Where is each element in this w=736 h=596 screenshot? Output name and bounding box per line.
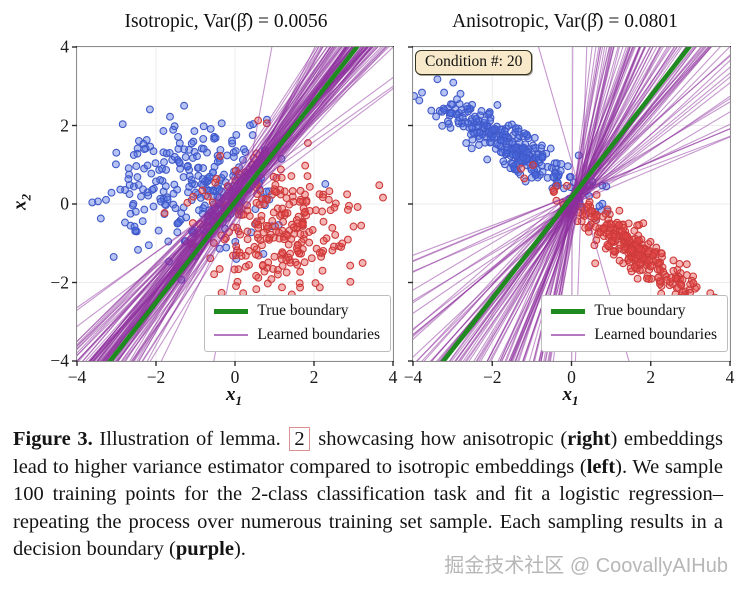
y-axis-label: x2 — [10, 194, 35, 210]
tick-marks — [408, 46, 731, 366]
x-tick-label: −2 — [482, 367, 502, 387]
legend-label: Learned boundaries — [594, 326, 717, 343]
lemma-ref-box[interactable]: 2 — [289, 427, 310, 451]
y-tick-label: −4 — [50, 350, 69, 371]
anisotropic-plot-title: Anisotropic, Var(β̂) = 0.0801 — [452, 11, 678, 32]
caption-segment: right — [567, 428, 611, 450]
legend-entry: Learned boundaries — [551, 326, 717, 344]
scatter-class-blue — [88, 101, 330, 284]
tick-marks — [72, 46, 394, 366]
figure-caption: Figure 3. Illustration of lemma. 2 showc… — [13, 426, 723, 564]
caption-segment: showcasing how anisotropic ( — [311, 428, 568, 450]
caption-segment: ). — [233, 538, 246, 560]
condition-number-badge: Condition #: 20 — [415, 50, 533, 75]
legend-label: True boundary — [257, 302, 349, 319]
legend-label: Learned boundaries — [257, 326, 380, 343]
isotropic-plot-canvas — [72, 46, 394, 366]
caption-segment: Illustration of lemma. — [92, 428, 288, 450]
x-tick-label: 2 — [309, 367, 319, 387]
legend-entry: Learned boundaries — [214, 326, 380, 344]
x-axis-label-sub: 1 — [235, 392, 243, 408]
x-axis-label-right: x1 — [412, 384, 729, 409]
plot-legend: True boundary Learned boundaries — [541, 295, 728, 352]
x-axis-label-base: x — [562, 384, 573, 405]
learned-boundaries-swatch — [214, 334, 249, 336]
isotropic-plot-title: Isotropic, Var(β̂) = 0.0056 — [124, 11, 328, 32]
x-axis-label-sub: 1 — [572, 392, 579, 408]
x-tick-label: 0 — [230, 367, 240, 387]
legend-entry: True boundary — [551, 302, 717, 320]
isotropic-plot-axes: −4 −2 0 2 4 −4 −2 0 2 4 True boundary Learned bound… — [50, 37, 397, 388]
learned-boundaries-lines — [77, 47, 393, 361]
true-boundary-line — [440, 47, 693, 361]
x-tick-label: 4 — [725, 367, 735, 387]
x-tick-label: 4 — [388, 367, 398, 387]
legend-label: True boundary — [594, 302, 686, 319]
y-tick-label: −2 — [50, 272, 69, 292]
y-tick-label: 4 — [60, 36, 69, 57]
caption-segment: left — [586, 455, 616, 478]
x-tick-label: 2 — [646, 367, 656, 387]
x-tick-label: 0 — [567, 367, 576, 387]
caption-segment: ). We sample 100 training points for the… — [13, 455, 723, 561]
true-boundary-swatch — [214, 308, 249, 314]
x-tick-label: −2 — [146, 367, 166, 387]
legend-entry: True boundary — [214, 302, 380, 320]
y-tick-label: 0 — [60, 193, 69, 214]
caption-segment: ) embeddings lead to higher variance est… — [13, 428, 723, 478]
caption-segment: purple — [175, 538, 234, 560]
anisotropic-plot-axes: −4 −2 0 2 4 True boundary Learned boundaries Co… — [404, 46, 734, 387]
true-boundary-line — [107, 47, 360, 361]
y-axis-label-base: x — [9, 200, 31, 211]
x-axis-label-left: x1 — [76, 384, 392, 409]
y-tick-label: 2 — [60, 115, 69, 135]
plot-legend: True boundary Learned boundaries — [204, 295, 391, 352]
x-tick-label: −4 — [67, 367, 87, 387]
caption-segment: Figure 3. — [13, 428, 93, 450]
x-tick-label: −4 — [403, 367, 423, 387]
x-axis-label-base: x — [226, 384, 236, 405]
true-boundary-swatch — [551, 308, 586, 314]
y-axis-label-sub: 2 — [18, 194, 34, 201]
watermark: 掘金技术社区 @ CoovallyAIHub — [444, 555, 728, 577]
learned-boundaries-swatch — [551, 334, 586, 336]
